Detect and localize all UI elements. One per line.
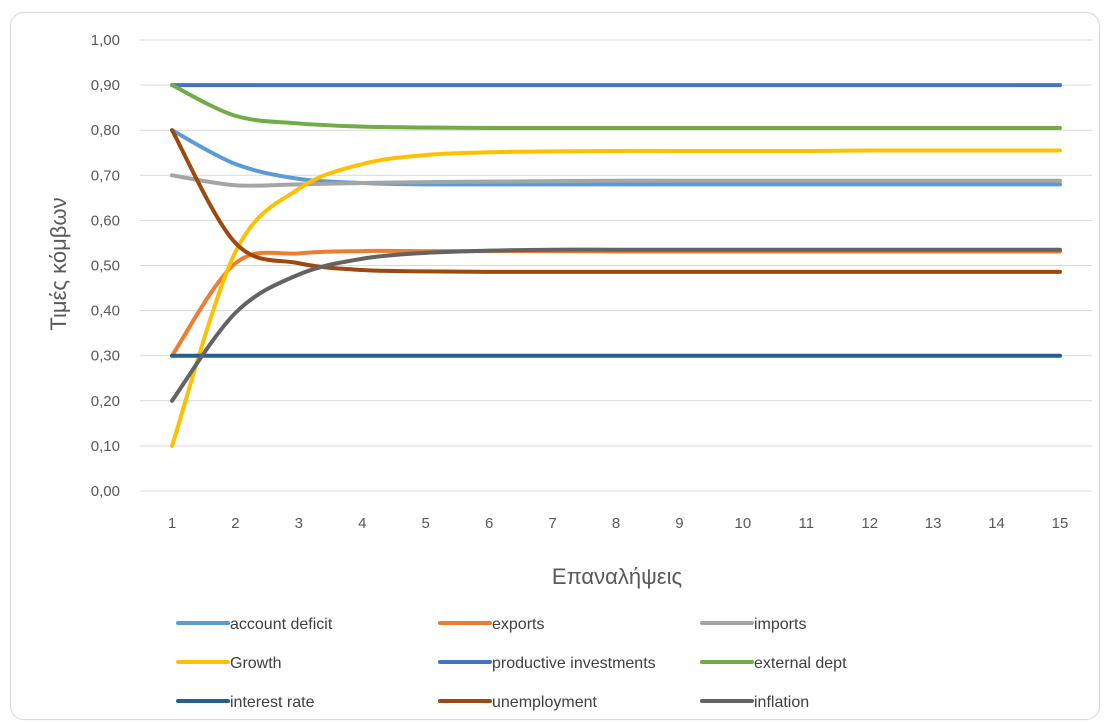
x-tick-label: 9	[675, 515, 683, 532]
y-axis-ticks: 0,00 0,10 0,20 0,30 0,40 0,50 0,60 0,70 0,80 0,90…	[91, 32, 120, 500]
x-tick-label: 1	[168, 515, 176, 532]
y-tick-label: 0,40	[91, 303, 120, 320]
series-line-unemployment	[170, 128, 1062, 274]
legend-label: Growth	[230, 655, 282, 672]
x-tick-label: 13	[925, 515, 942, 532]
legend-label: productive investments	[492, 655, 656, 672]
legend-item-unemployment: unemployment	[438, 694, 598, 711]
legend-item-imports: imports	[700, 616, 806, 633]
x-axis-title: Επαναλήψεις	[552, 564, 682, 589]
legend-item-interest-rate: interest rate	[176, 694, 315, 711]
y-tick-label: 0,90	[91, 77, 120, 94]
y-tick-label: 0,80	[91, 122, 120, 139]
x-tick-label: 6	[485, 515, 493, 532]
series-line-external-dept	[170, 83, 1062, 130]
y-tick-label: 0,50	[91, 258, 120, 275]
legend-label: unemployment	[492, 694, 598, 711]
legend-label: account deficit	[230, 616, 333, 633]
legend-item-account-deficit: account deficit	[176, 616, 333, 633]
x-tick-label: 15	[1052, 515, 1069, 532]
series-line-growth	[170, 148, 1062, 448]
y-tick-label: 0,70	[91, 167, 120, 184]
x-tick-label: 4	[358, 515, 366, 532]
series-line-exports	[170, 248, 1062, 358]
legend-label: exports	[492, 616, 544, 633]
y-tick-label: 0,60	[91, 212, 120, 229]
y-tick-label: 1,00	[91, 32, 120, 49]
y-tick-label: 0,10	[91, 438, 120, 455]
legend-label: external dept	[754, 655, 847, 672]
x-tick-label: 8	[612, 515, 620, 532]
x-tick-label: 14	[988, 515, 1005, 532]
x-tick-label: 5	[422, 515, 430, 532]
x-tick-label: 10	[735, 515, 752, 532]
x-tick-label: 7	[548, 515, 556, 532]
legend-item-inflation: inflation	[700, 694, 809, 711]
y-tick-label: 0,00	[91, 483, 120, 500]
x-tick-label: 2	[231, 515, 239, 532]
series-line-imports	[170, 173, 1062, 188]
legend-label: imports	[754, 616, 806, 633]
series-line-account-deficit	[170, 128, 1062, 187]
legend-label: inflation	[754, 694, 809, 711]
legend: account deficit exports imports Growth produ…	[176, 616, 847, 711]
y-tick-label: 0,20	[91, 393, 120, 410]
legend-label: interest rate	[230, 694, 315, 711]
x-tick-label: 12	[861, 515, 878, 532]
gridlines	[140, 39, 1092, 492]
legend-item-productive-investments: productive investments	[438, 655, 656, 672]
y-axis-title: Τιμές κόμβων	[46, 197, 71, 330]
legend-item-growth: Growth	[176, 655, 282, 672]
x-tick-label: 11	[798, 515, 814, 532]
x-axis-ticks: 1 2 3 4 5 6 7 8 9 10 11 12 13 14 15	[168, 515, 1069, 532]
legend-item-external-dept: external dept	[700, 655, 847, 672]
x-tick-label: 3	[295, 515, 303, 532]
y-tick-label: 0,30	[91, 348, 120, 365]
series-lines	[170, 83, 1062, 448]
legend-item-exports: exports	[438, 616, 544, 633]
series-line-inflation	[170, 247, 1062, 403]
